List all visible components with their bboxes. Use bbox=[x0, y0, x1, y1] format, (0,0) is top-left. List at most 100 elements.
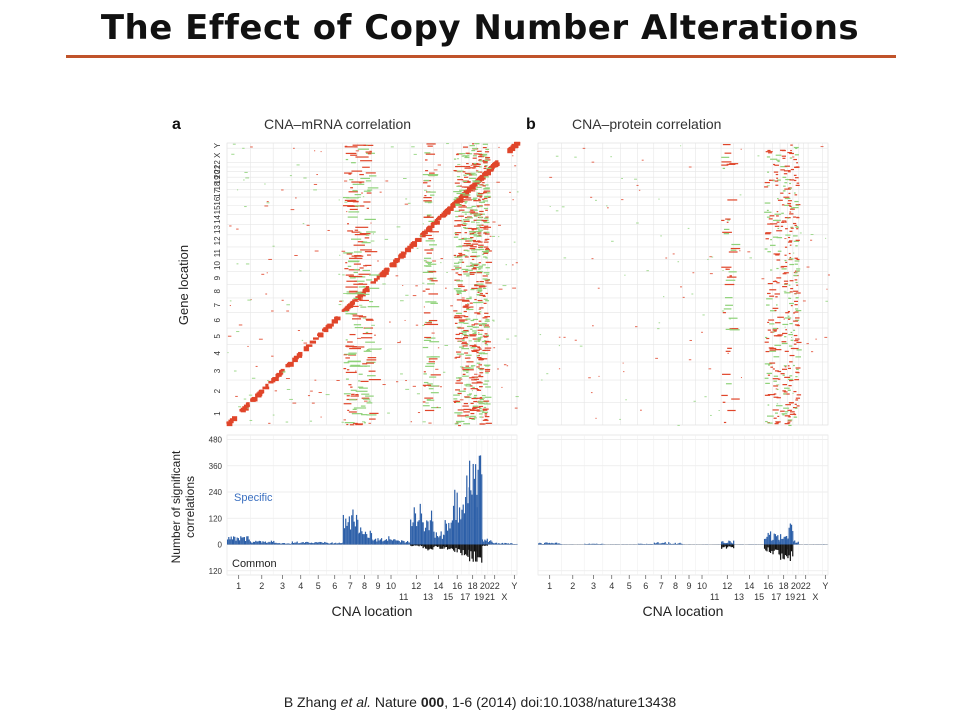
heatmap-b-grid bbox=[537, 142, 829, 426]
gene-tick-label: 18 bbox=[213, 181, 222, 190]
cna-tick-label: 14 bbox=[744, 581, 754, 591]
cna-tick-label: X bbox=[501, 592, 507, 602]
heatmap-b-frame bbox=[537, 142, 829, 426]
cna-location-ticks-b: 1 2 3 4 5 6 7 8 9 10 12 14 16 18 20 22 Y11 13 15 17 19 21 X bbox=[547, 575, 828, 602]
cna-tick-label: 1 bbox=[236, 581, 241, 591]
cna-tick-label: 22 bbox=[490, 581, 500, 591]
bar-y-label-line2: correlations bbox=[183, 476, 197, 538]
cna-tick-label: Y bbox=[822, 581, 828, 591]
cna-tick-label: 2 bbox=[259, 581, 264, 591]
slide-title: The Effect of Copy Number Alterations bbox=[100, 8, 860, 48]
bar-tick-label: 120 bbox=[209, 514, 223, 523]
cna-tick-label: 13 bbox=[423, 592, 433, 602]
cna-tick-label: 11 bbox=[710, 592, 719, 602]
cna-tick-label: 16 bbox=[763, 581, 773, 591]
cna-tick-label: 6 bbox=[332, 581, 337, 591]
figure-image: a CNA–mRNA correlation b CNA–protein cor… bbox=[160, 105, 850, 625]
gene-tick-label: 7 bbox=[213, 302, 222, 307]
cna-tick-label: 5 bbox=[316, 581, 321, 591]
gene-location-axis-label: Gene location bbox=[176, 245, 191, 325]
cna-tick-label: 4 bbox=[298, 581, 303, 591]
bar-tick-label: 360 bbox=[209, 462, 223, 471]
gene-tick-label: X bbox=[213, 152, 222, 158]
gene-tick-label: 11 bbox=[213, 248, 222, 257]
gene-tick-label: 13 bbox=[213, 225, 222, 234]
cna-tick-label: 11 bbox=[399, 592, 408, 602]
cna-tick-label: 17 bbox=[460, 592, 470, 602]
citation-journal: Nature bbox=[371, 694, 421, 710]
cna-tick-label: 8 bbox=[362, 581, 367, 591]
cna-tick-label: 19 bbox=[785, 592, 795, 602]
cna-tick-label: 20 bbox=[791, 581, 801, 591]
gene-tick-label: 20 bbox=[213, 169, 222, 178]
cna-tick-label: 3 bbox=[280, 581, 285, 591]
cna-tick-label: 8 bbox=[673, 581, 678, 591]
gene-tick-label: 12 bbox=[213, 236, 222, 245]
gene-tick-label: 19 bbox=[213, 175, 222, 184]
cna-tick-label: 17 bbox=[771, 592, 781, 602]
cna-tick-label: 2 bbox=[570, 581, 575, 591]
cna-tick-label: 9 bbox=[687, 581, 692, 591]
cna-tick-label: 9 bbox=[376, 581, 381, 591]
cna-tick-label: 15 bbox=[443, 592, 453, 602]
cna-tick-label: 21 bbox=[796, 592, 806, 602]
cna-tick-label: 10 bbox=[386, 581, 396, 591]
gene-tick-label: 6 bbox=[213, 317, 222, 322]
gene-tick-label: 1 bbox=[213, 411, 222, 416]
gene-tick-label: 8 bbox=[213, 288, 222, 293]
bar-tick-label: 240 bbox=[209, 488, 223, 497]
gene-tick-label: 9 bbox=[213, 275, 222, 280]
panel-b-letter: b bbox=[526, 116, 536, 133]
gene-tick-label: 5 bbox=[213, 334, 222, 339]
cna-tick-label: 4 bbox=[609, 581, 614, 591]
cna-location-axis-label-b: CNA location bbox=[643, 603, 724, 619]
cna-location-ticks-a: 1 2 3 4 5 6 7 8 9 10 12 14 16 18 20 22 Y11 13 15 17 19 21 X bbox=[236, 575, 517, 602]
citation: B Zhang et al. Nature 000, 1-6 (2014) do… bbox=[0, 694, 960, 710]
bar-tick-label: 480 bbox=[209, 436, 223, 445]
cna-tick-label: 12 bbox=[411, 581, 421, 591]
gene-tick-label: 2 bbox=[213, 388, 222, 393]
cna-tick-label: 7 bbox=[348, 581, 353, 591]
title-underline bbox=[66, 55, 896, 58]
cna-tick-label: 5 bbox=[627, 581, 632, 591]
gene-tick-label: 22 bbox=[213, 160, 222, 169]
heatmap-a-cells bbox=[226, 141, 521, 427]
cna-tick-label: 21 bbox=[485, 592, 495, 602]
heatmap-a-grid bbox=[226, 142, 518, 426]
cna-tick-label: 14 bbox=[433, 581, 443, 591]
cna-tick-label: 20 bbox=[480, 581, 490, 591]
heatmap-b-cells bbox=[538, 143, 830, 427]
gene-tick-label: 21 bbox=[213, 164, 222, 173]
cna-tick-label: X bbox=[812, 592, 818, 602]
cna-tick-label: 19 bbox=[474, 592, 484, 602]
panel-b-heading: CNA–protein correlation bbox=[572, 116, 721, 132]
barchart-b-bars bbox=[538, 523, 829, 561]
specific-legend-label: Specific bbox=[234, 492, 273, 504]
bar-tick-label: 120 bbox=[209, 567, 223, 576]
gene-tick-label: 17 bbox=[213, 188, 222, 197]
bar-count-ticks: 480 360 240 120 0 120 bbox=[209, 436, 223, 576]
cna-tick-label: 15 bbox=[754, 592, 764, 602]
panel-a-letter: a bbox=[172, 116, 181, 133]
panel-a-heading: CNA–mRNA correlation bbox=[264, 116, 411, 132]
common-legend-label: Common bbox=[232, 558, 277, 570]
barchart-a-bars bbox=[227, 455, 518, 563]
cna-tick-label: 16 bbox=[452, 581, 462, 591]
gene-tick-label: 10 bbox=[213, 261, 222, 270]
cna-tick-label: 7 bbox=[659, 581, 664, 591]
bar-y-label-line1: Number of significant bbox=[169, 450, 183, 563]
cna-tick-label: 12 bbox=[722, 581, 732, 591]
citation-etal: et al. bbox=[340, 694, 372, 710]
cna-location-axis-label-a: CNA location bbox=[332, 603, 413, 619]
gene-tick-label: 14 bbox=[213, 214, 222, 223]
cna-tick-label: 1 bbox=[547, 581, 552, 591]
cna-tick-label: 6 bbox=[643, 581, 648, 591]
cna-tick-label: 13 bbox=[734, 592, 744, 602]
gene-tick-label: 15 bbox=[213, 205, 222, 214]
gene-tick-label: 4 bbox=[213, 351, 222, 356]
cna-tick-label: 10 bbox=[697, 581, 707, 591]
gene-tick-label: 3 bbox=[213, 368, 222, 373]
cna-tick-label: 18 bbox=[468, 581, 478, 591]
cna-tick-label: 22 bbox=[801, 581, 811, 591]
